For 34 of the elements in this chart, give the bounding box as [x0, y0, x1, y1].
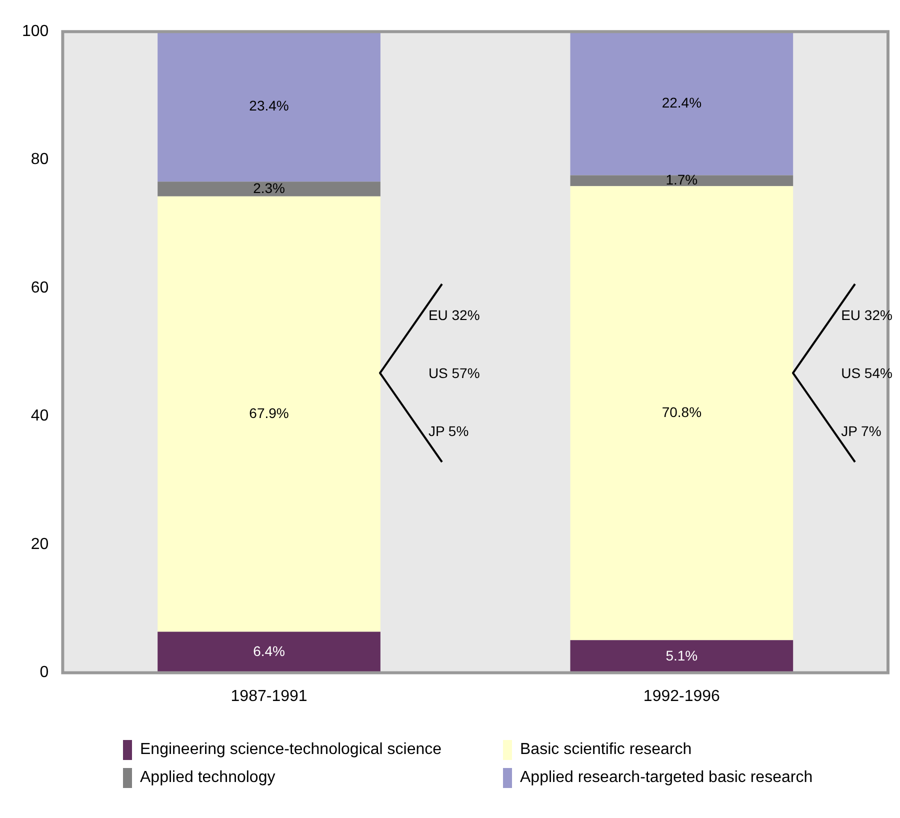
- data-label: 1.7%: [666, 172, 698, 188]
- bar: [570, 32, 794, 176]
- bar: [570, 640, 794, 673]
- annotation: JP 5%: [428, 422, 469, 442]
- x-tick-label: 1987-1991: [230, 688, 308, 705]
- bar: [570, 175, 794, 186]
- data-label: 6.4%: [253, 643, 285, 660]
- annotation: EU 32%: [841, 306, 892, 326]
- bar: [158, 196, 380, 632]
- data-label: 70.8%: [662, 404, 702, 420]
- legend-label: Engineering science-technological science: [140, 741, 442, 759]
- y-tick-label: 80: [30, 151, 49, 168]
- bar: [158, 32, 380, 182]
- y-tick-label: 20: [30, 536, 49, 553]
- legend-label: Applied technology: [140, 769, 276, 787]
- data-label: 5.1%: [666, 647, 698, 664]
- bar: [158, 632, 380, 673]
- bar: [570, 186, 794, 640]
- legend-label: Applied research-targeted basic research: [520, 769, 813, 787]
- data-label: 2.3%: [253, 180, 285, 196]
- data-label: 22.4%: [662, 94, 702, 110]
- data-label: 67.9%: [249, 404, 289, 421]
- y-tick-label: 60: [30, 279, 49, 296]
- annotation: EU 32%: [428, 306, 480, 326]
- x-tick-label: 1992-1996: [643, 688, 720, 705]
- annotation: US 54%: [841, 364, 892, 384]
- y-tick-label: 100: [22, 23, 49, 40]
- legend-label: Basic scientific research: [520, 741, 692, 759]
- bar: [158, 182, 380, 196]
- annotation: JP 7%: [841, 422, 882, 442]
- y-tick-label: 0: [40, 664, 49, 682]
- data-label: 23.4%: [249, 97, 289, 114]
- annotation: US 57%: [428, 364, 480, 384]
- y-tick-label: 40: [30, 408, 49, 425]
